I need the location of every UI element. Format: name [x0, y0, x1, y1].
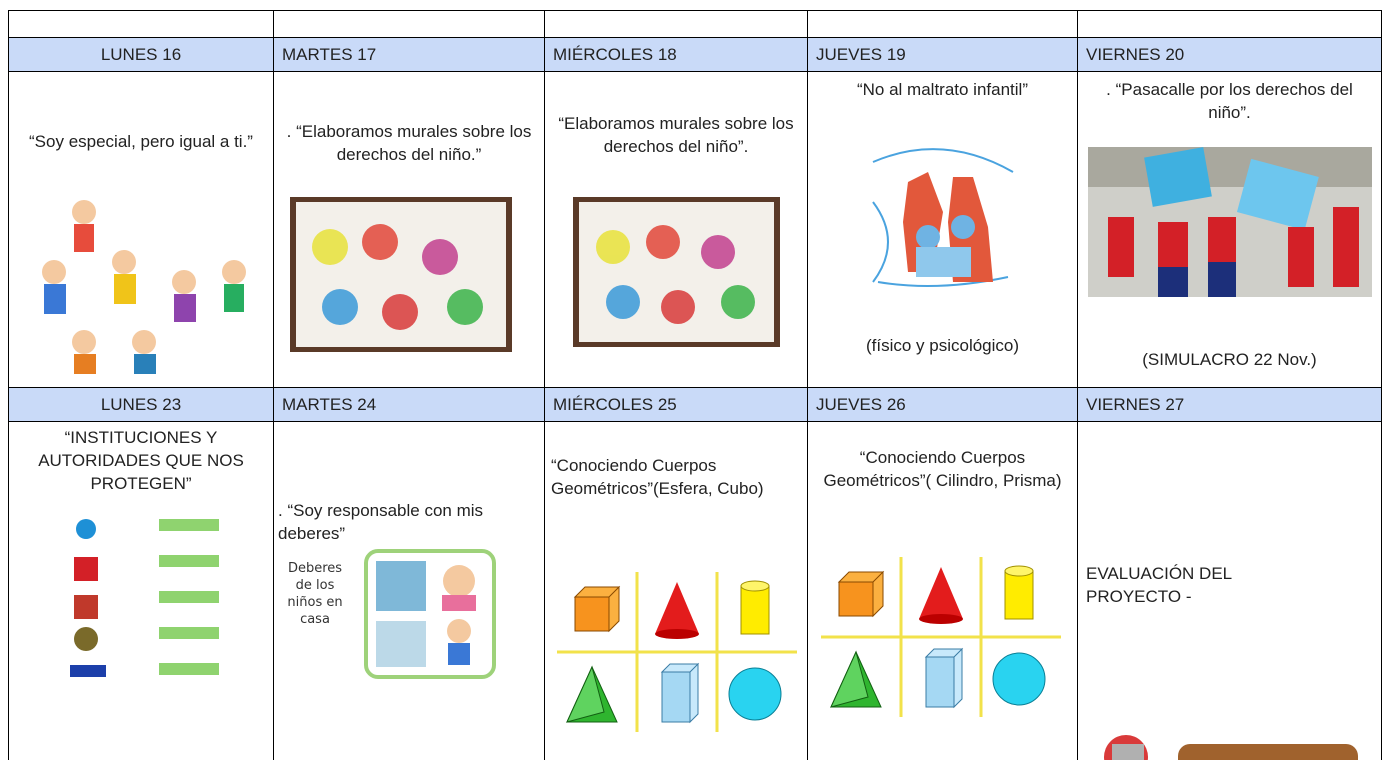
drawing: [872, 148, 1014, 287]
activity: EVALUACIÓN DEL PROYECTO -: [1086, 564, 1232, 606]
activity: . “Pasacalle por los derechos del niño”.: [1106, 80, 1353, 122]
day-header: MARTES 24: [273, 387, 545, 422]
evaluation-illustration: [1104, 735, 1358, 760]
day-header: MIÉRCOLES 25: [544, 387, 808, 422]
day-header: MARTES 17: [273, 37, 545, 72]
activity: “Elaboramos murales sobre los derechos d…: [558, 114, 794, 156]
day-header: LUNES 23: [8, 387, 274, 422]
shapes-image: [557, 572, 797, 732]
note: (físico y psicológico): [865, 336, 1020, 355]
activity: “No al maltrato infantil”: [856, 80, 1028, 99]
activity: . “Elaboramos murales sobre los derechos…: [286, 122, 532, 164]
day-header: JUEVES 19: [807, 37, 1078, 72]
activity: “INSTITUCIONES Y AUTORIDADES QUE NOS PRO…: [38, 428, 244, 493]
schedule: LUNES 16 MARTES 17 MIÉRCOLES 18 JUEVES 1…: [8, 10, 1382, 760]
parade-photo: [1088, 147, 1372, 297]
day-header: JUEVES 26: [807, 387, 1078, 422]
image-caption: Deberes de los niños en casa: [287, 561, 343, 627]
mural-photo: [290, 197, 512, 352]
day-header: VIERNES 20: [1077, 37, 1382, 72]
note: (SIMULACRO 22 Nov.): [1142, 350, 1317, 369]
day-header: VIERNES 27: [1077, 387, 1382, 422]
day-header: LUNES 16: [8, 37, 274, 72]
day-header: MIÉRCOLES 18: [544, 37, 808, 72]
chores-illustration: [364, 549, 496, 679]
activity: . “Soy responsable con mis deberes”: [278, 501, 484, 543]
children-illustration: [42, 200, 246, 374]
mural-photo: [573, 197, 780, 347]
activity: “Conociendo Cuerpos Geométricos”( Cilind…: [823, 448, 1062, 490]
activity: “Soy especial, pero igual a ti.”: [29, 132, 253, 151]
activity: “Conociendo Cuerpos Geométricos”(Esfera,…: [551, 456, 764, 498]
shapes-image: [820, 557, 1062, 717]
schedule-table: LUNES 16 MARTES 17 MIÉRCOLES 18 JUEVES 1…: [8, 10, 1382, 760]
institutions-chart: [70, 519, 219, 677]
